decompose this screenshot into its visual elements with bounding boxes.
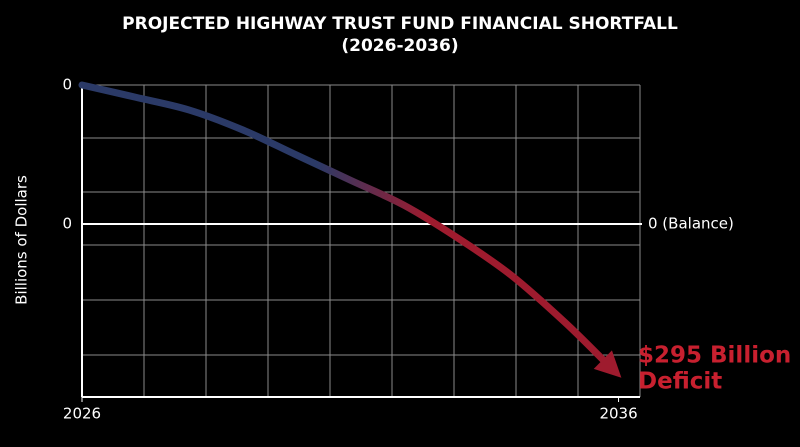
x-tick-label: 2026 — [63, 405, 101, 423]
chart-subtitle: (2026-2036) — [341, 36, 458, 56]
chart-title: PROJECTED HIGHWAY TRUST FUND FINANCIAL S… — [122, 14, 678, 34]
deficit-annotation: Deficit — [638, 369, 722, 395]
trend-line — [78, 81, 610, 366]
deficit-annotation: $295 Billion — [638, 343, 791, 369]
y-axis-label: Billions of Dollars — [13, 175, 31, 305]
x-tick-label: 2036 — [599, 405, 637, 423]
y-tick-label: 0 — [62, 76, 72, 94]
arrow-head — [593, 350, 622, 378]
balance-label: 0 (Balance) — [648, 215, 734, 233]
y-tick-label: 0 — [62, 215, 72, 233]
